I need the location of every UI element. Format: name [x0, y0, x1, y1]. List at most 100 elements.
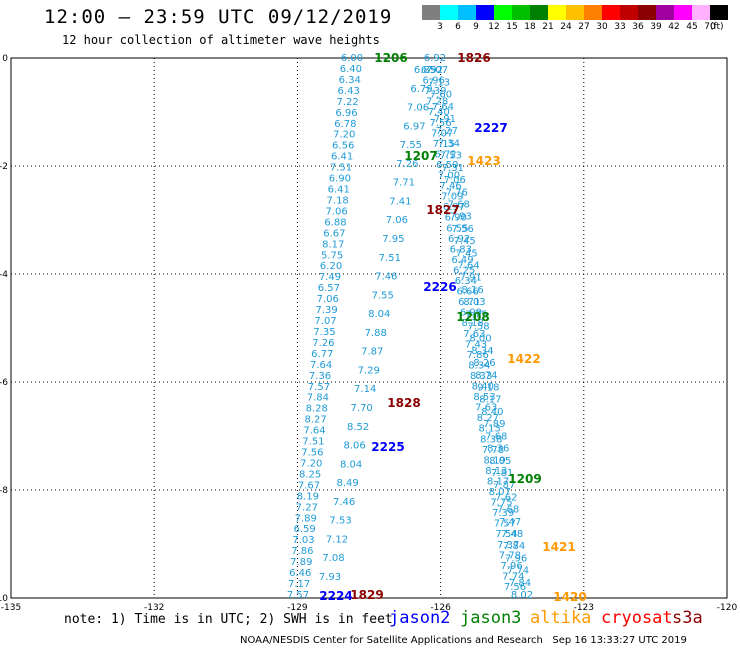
map-subtitle: 12 hour collection of altimeter wave hei… — [62, 33, 380, 47]
swh-value: 7.06 — [444, 175, 466, 186]
swh-value: 7.39 — [424, 86, 446, 97]
pass-time-label: 1423 — [467, 154, 500, 168]
swh-value: 8.40 — [472, 382, 494, 393]
swh-value: 7.39 — [492, 508, 514, 519]
swh-value: 7.89 — [483, 419, 505, 430]
swh-value: 6.00 — [341, 53, 363, 64]
swh-value: 7.06 — [317, 294, 339, 305]
swh-value: 6.41 — [331, 152, 353, 163]
swh-value: 7.34 — [438, 138, 460, 149]
swh-value: 7.64 — [457, 260, 479, 271]
swh-value: 7.70 — [351, 403, 373, 414]
legend-label: 6 — [455, 22, 461, 32]
axis-tick-labels: -135 -132 -129 -126 -123 -120 0 -2 -4 -6 -8 -10 — [0, 54, 737, 613]
swh-value: 6.40 — [340, 64, 362, 75]
swh-value: 7.56 — [504, 582, 526, 593]
swh-value: 7.18 — [327, 195, 349, 206]
swh-value: 7.51 — [379, 253, 401, 264]
pass-time-label: 2225 — [371, 440, 404, 454]
swh-value: 7.74 — [502, 571, 524, 582]
swh-value: 6.20 — [320, 261, 342, 272]
swh-value: 7.40 — [428, 107, 450, 118]
swh-value: 7.27 — [436, 126, 458, 137]
legend-label: 9 — [473, 22, 479, 32]
swh-value: 8.40 — [481, 407, 503, 418]
mission-label-altika: altika — [530, 608, 592, 628]
swh-value: 6.99 — [460, 308, 482, 319]
legend-swatch — [602, 5, 620, 20]
swh-value: 7.53 — [329, 516, 351, 527]
swh-value: 7.78 — [499, 550, 521, 561]
swh-value: 8.27 — [304, 415, 326, 426]
swh-value: 9.18 — [477, 383, 499, 394]
swh-value: 7.71 — [393, 178, 415, 189]
swh-value: 7.86 — [467, 350, 489, 361]
swh-value: 7.46 — [375, 272, 397, 283]
swh-value: 7.37 — [497, 540, 519, 551]
swh-value: 5.75 — [321, 250, 343, 261]
swh-value: 6.83 — [450, 244, 472, 255]
legend-swatch — [638, 5, 656, 20]
legend-swatch — [674, 5, 692, 20]
swh-value: 8.18 — [462, 318, 484, 329]
lon-tick-label: -129 — [287, 603, 308, 613]
swh-value: 6.67 — [323, 228, 345, 239]
swh-value: 8.17 — [487, 476, 509, 487]
swh-value: 7.28 — [426, 97, 448, 108]
legend-label: 70 — [704, 22, 716, 32]
lat-tick-label: 0 — [2, 54, 8, 64]
swh-value: 7.64 — [432, 102, 454, 113]
pass-time-label: 1827 — [426, 203, 459, 217]
swh-value: 7.93 — [319, 572, 341, 583]
swh-value: 8.19 — [484, 455, 506, 466]
legend-label: 24 — [560, 22, 572, 32]
swh-value: 7.68 — [497, 505, 519, 516]
mission-label-s3a: s3a — [672, 608, 703, 628]
swh-value: 8.06 — [343, 441, 365, 452]
pass-time-label: 1206 — [374, 51, 407, 65]
swh-value: 8.03 — [463, 297, 485, 308]
swh-value: 7.08 — [322, 553, 344, 564]
legend-label: 39 — [650, 22, 662, 32]
legend-swatch — [710, 5, 728, 20]
swh-value: 7.15 — [433, 139, 455, 150]
swh-value: 8.25 — [299, 469, 321, 480]
swh-value: 7.91 — [459, 273, 481, 284]
swh-value: 7.51 — [330, 163, 352, 174]
swh-value: 7.35 — [313, 327, 335, 338]
legend-label: 30 — [596, 22, 608, 32]
swh-value: 7.75 — [490, 498, 512, 509]
swh-value: 7.62 — [495, 492, 517, 503]
legend-label: 45 — [686, 22, 698, 32]
swh-value: 7.29 — [358, 365, 380, 376]
swh-value: 7.78 — [482, 445, 504, 456]
swh-value: 7.07 — [314, 316, 336, 327]
swh-value: 8.74 — [475, 370, 497, 381]
swh-value: 6.34 — [455, 276, 477, 287]
swh-value: 7.17 — [288, 579, 310, 590]
swh-value: 7.89 — [290, 557, 312, 568]
legend-label: 18 — [524, 22, 536, 32]
swh-value: 7.51 — [302, 437, 324, 448]
swh-value: 6.85 — [414, 65, 436, 76]
swh-value: 6.90 — [445, 213, 467, 224]
mission-label-cryosat: cryosat — [601, 608, 673, 628]
legend-swatch — [494, 5, 512, 20]
swh-value: 7.27 — [296, 502, 318, 513]
swh-value: 6.46 — [289, 568, 311, 579]
swh-value: 7.26 — [312, 338, 334, 349]
swh-value: 7.56 — [301, 448, 323, 459]
legend-swatch — [584, 5, 602, 20]
swh-value: 7.39 — [316, 305, 338, 316]
swh-value: 7.63 — [463, 329, 485, 340]
legend-swatch — [476, 5, 494, 20]
swh-value: 7.57 — [287, 590, 309, 601]
swh-value: 6.97 — [443, 202, 465, 213]
swh-value: 8.17 — [322, 239, 344, 250]
swh-value: 7.07 — [431, 128, 453, 139]
legend-unit: (ft) — [710, 22, 724, 32]
pass-time-label: 1422 — [507, 352, 540, 366]
swh-value: 7.20 — [333, 130, 355, 141]
swh-value: 7.54 — [495, 529, 517, 540]
